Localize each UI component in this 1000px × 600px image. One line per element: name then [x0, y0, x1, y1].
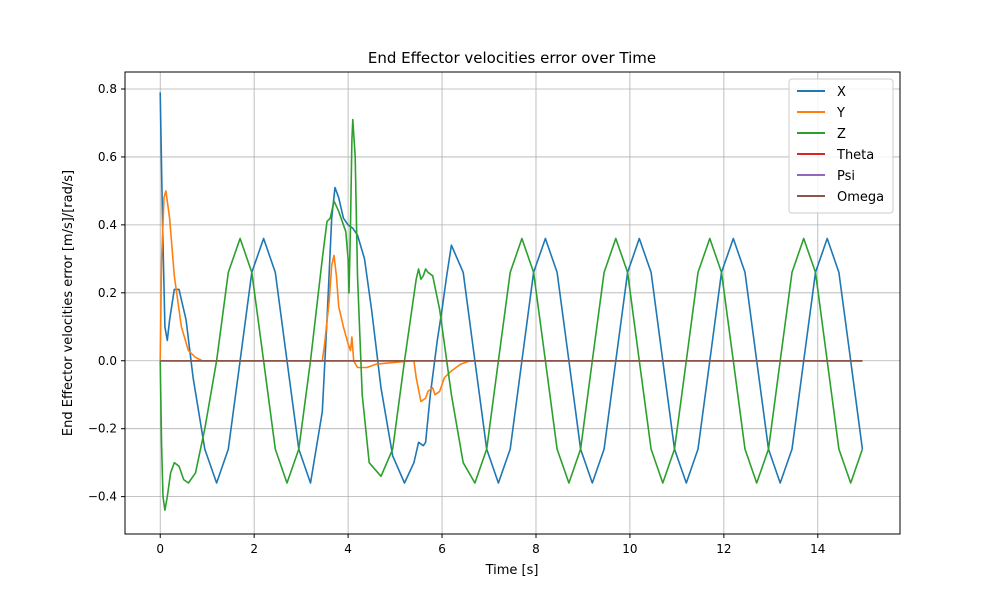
legend-label-omega: Omega	[837, 190, 884, 205]
legend-label-y: Y	[836, 106, 845, 121]
y-tick-label: 0.2	[98, 286, 117, 300]
series-line-z	[159, 118, 864, 512]
x-tick-label: 2	[250, 542, 258, 556]
grid	[125, 72, 900, 534]
y-tick-label: −0.4	[88, 490, 117, 504]
legend-label-z: Z	[837, 127, 846, 142]
y-tick-label: 0.0	[98, 354, 117, 368]
x-axis-label: Time [s]	[485, 563, 539, 578]
x-tick-label: 8	[532, 542, 540, 556]
legend-label-psi: Psi	[837, 169, 855, 184]
legend-label-theta: Theta	[836, 148, 874, 163]
x-tick-label: 4	[344, 542, 352, 556]
x-tick-label: 14	[810, 542, 825, 556]
series-line-y	[159, 190, 863, 403]
series-layer	[159, 92, 864, 512]
x-tick-label: 12	[716, 542, 731, 556]
plot-frame	[124, 71, 901, 535]
axis-ticks: 0 2 4 6 8 10 12 14 −0.4 −0.2 0.0 0.2 0.4 0.6 0.8	[88, 82, 826, 556]
legend: XYZ Theta Psi Omega	[788, 78, 894, 214]
chart-title: End Effector velocities error over Time	[368, 49, 656, 67]
series-line-x	[159, 92, 864, 484]
y-tick-label: −0.2	[88, 422, 117, 436]
x-tick-label: 0	[156, 542, 164, 556]
x-tick-label: 6	[438, 542, 446, 556]
y-tick-label: 0.4	[98, 218, 117, 232]
y-tick-label: 0.8	[98, 82, 117, 96]
y-tick-label: 0.6	[98, 150, 117, 164]
legend-label-x: X	[837, 85, 846, 100]
y-axis-label: End Effector velocities error [m/s]/[rad…	[61, 170, 76, 436]
x-tick-label: 10	[622, 542, 637, 556]
